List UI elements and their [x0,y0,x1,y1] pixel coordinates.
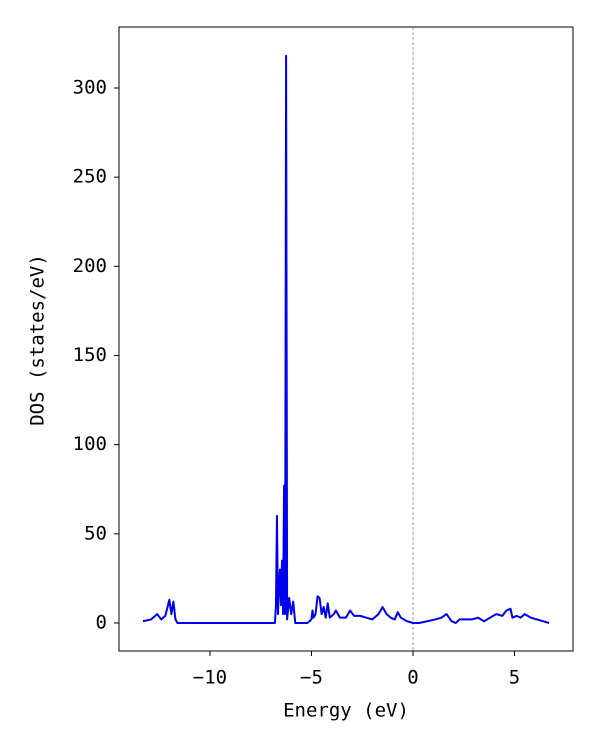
x-tick-label: 0 [407,667,418,689]
y-tick-label: 300 [73,76,107,98]
y-tick-label: 200 [73,255,107,277]
y-tick-label: 0 [96,612,107,634]
x-tick-label: 5 [509,667,520,689]
y-tick-label: 50 [84,522,107,544]
dos-line [142,54,550,624]
y-tick-label: 250 [73,166,107,188]
plot-frame [118,26,574,652]
y-axis-label: DOS (states/eV) [27,254,49,426]
x-axis-label: Energy (eV) [283,700,409,722]
y-tick-label: 150 [73,344,107,366]
y-tick-label: 100 [73,433,107,455]
x-tick-label: −5 [300,667,323,689]
x-tick-label: −10 [193,667,227,689]
